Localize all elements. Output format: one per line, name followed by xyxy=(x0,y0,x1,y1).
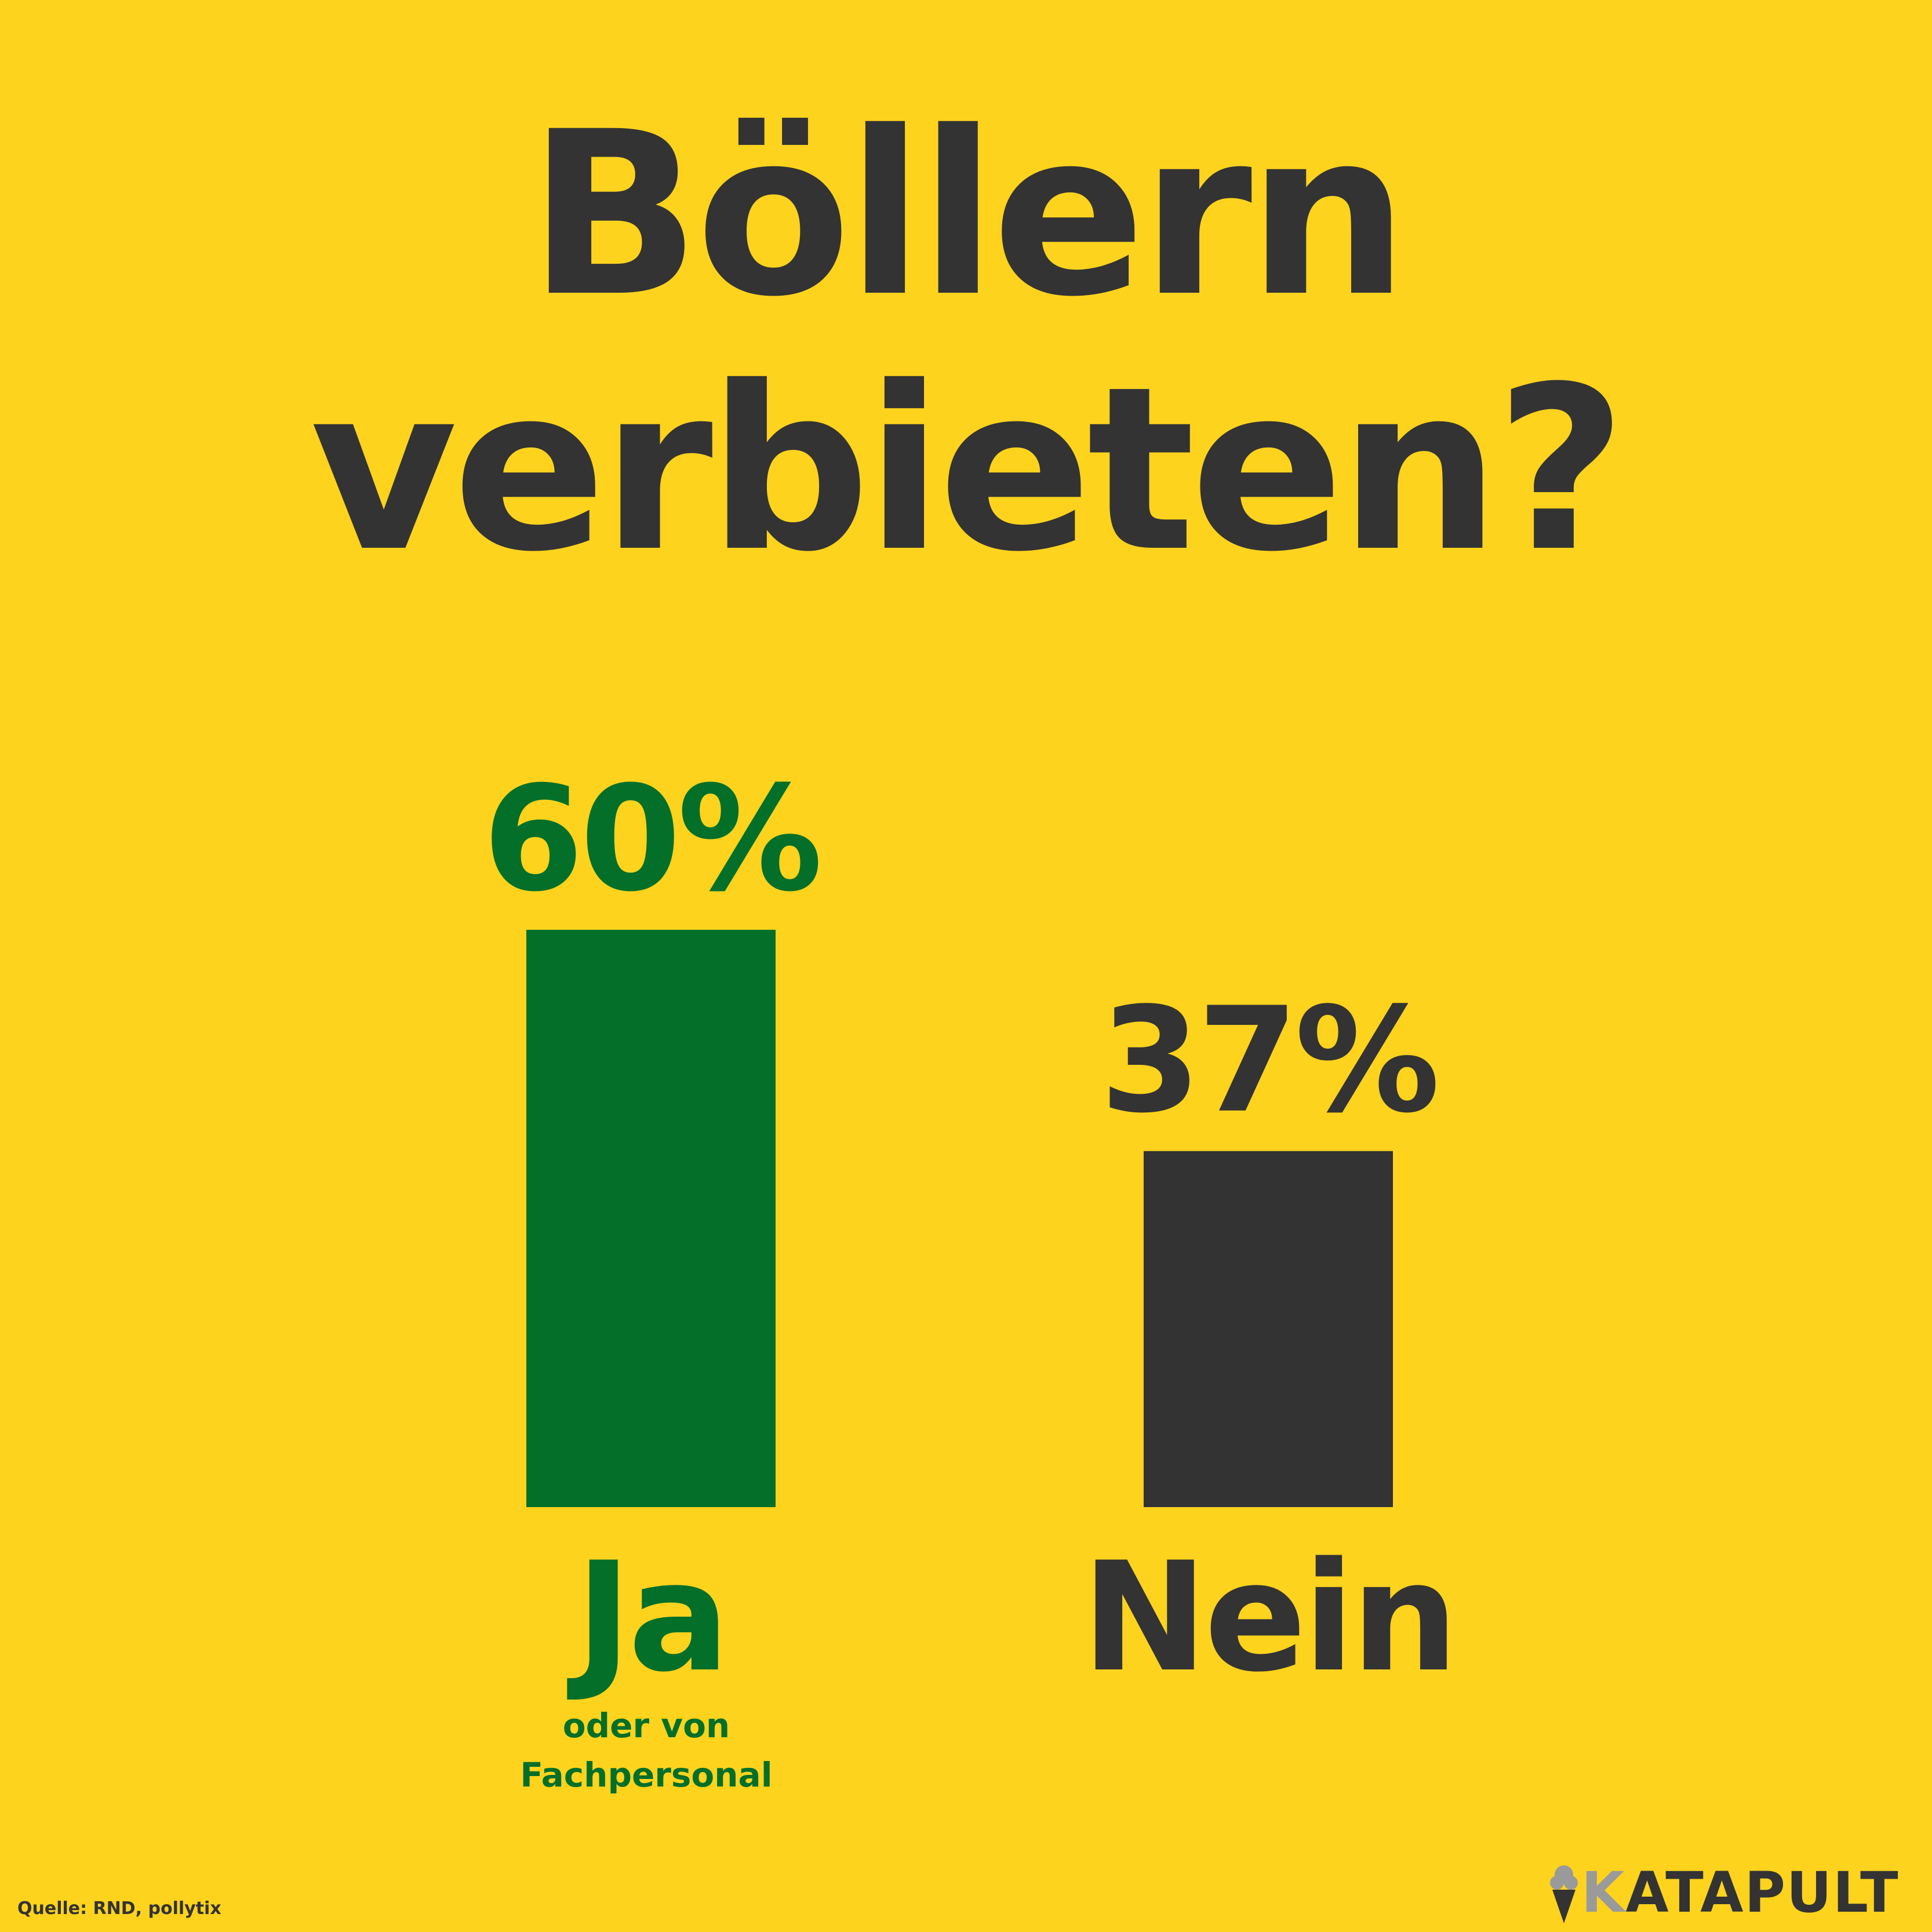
value-label-ja: 60% xyxy=(483,755,819,923)
katapult-logo: KATAPULT xyxy=(1547,1860,1900,1925)
brand-first-letter: K xyxy=(1581,1860,1626,1925)
ja-note-line-2: Fachpersonal xyxy=(520,1755,773,1795)
category-label-ja: Ja xyxy=(566,1530,726,1705)
bar-ja xyxy=(526,930,776,1507)
brand-name: KATAPULT xyxy=(1581,1860,1900,1925)
ice-cream-cone-icon xyxy=(1550,1865,1578,1923)
title-line-2: verbieten? xyxy=(310,338,1627,601)
title-line-1: Böllern xyxy=(527,83,1409,346)
brand-rest: ATAPULT xyxy=(1625,1860,1900,1925)
value-label-nein: 37% xyxy=(1100,976,1436,1145)
ja-note-line-1: oder von xyxy=(562,1706,730,1745)
bar-nein xyxy=(1144,1151,1393,1507)
chart-title: Böllern verbieten? xyxy=(0,87,1932,597)
source-label: Quelle: RND, pollytix xyxy=(17,1898,221,1919)
category-label-nein: Nein xyxy=(1082,1530,1455,1705)
